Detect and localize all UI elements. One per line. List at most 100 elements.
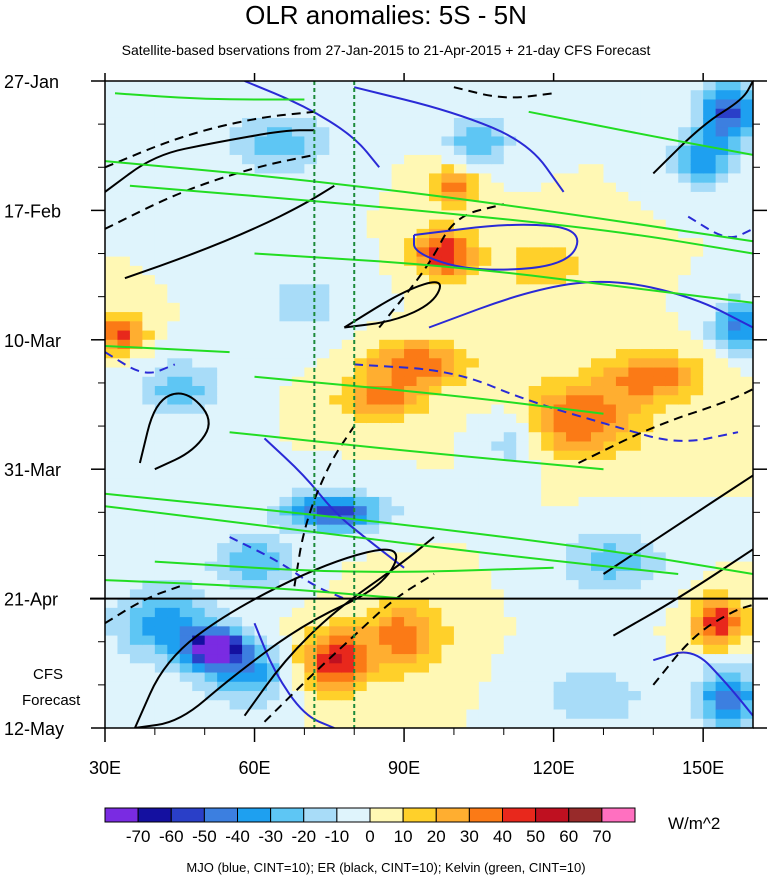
heatmap-cell — [640, 247, 654, 258]
heatmap-cell — [628, 117, 642, 128]
heatmap-cell — [703, 386, 717, 396]
heatmap-cell — [329, 293, 343, 304]
heatmap-cell — [503, 395, 517, 406]
heatmap-cell — [653, 201, 667, 211]
heatmap-cell — [142, 617, 156, 627]
heatmap-cell — [379, 413, 393, 424]
heatmap-cell — [316, 459, 330, 470]
heatmap-cell — [217, 672, 231, 683]
heatmap-cell — [341, 339, 355, 350]
heatmap-cell — [678, 99, 692, 110]
heatmap-cell — [665, 672, 679, 683]
heatmap-cell — [316, 201, 330, 211]
heatmap-cell — [154, 164, 168, 175]
heatmap-cell — [404, 90, 418, 101]
heatmap-cell — [179, 422, 193, 433]
heatmap-cell — [379, 496, 393, 507]
heatmap-cell — [167, 413, 181, 424]
heatmap-cell — [105, 709, 119, 720]
heatmap-cell — [591, 321, 605, 332]
colorbar: -70 -60 -50 -40 -30 -20 -10 0 10 20 30 40 50 60 70 — [104, 807, 636, 846]
heatmap-cell — [242, 136, 256, 147]
heatmap-cell — [553, 330, 567, 341]
heatmap-cell — [516, 663, 530, 674]
colorbar-swatch — [435, 807, 470, 823]
heatmap-cell — [441, 589, 455, 600]
heatmap-cell — [728, 561, 742, 572]
mjo-contour — [687, 215, 753, 239]
heatmap-cell — [105, 173, 119, 184]
heatmap-cell — [591, 404, 605, 415]
heatmap-cell — [179, 533, 193, 544]
heatmap-cell — [229, 469, 243, 480]
heatmap-cell — [703, 691, 717, 701]
heatmap-cell — [653, 432, 667, 443]
heatmap-cell — [279, 580, 293, 590]
heatmap-cell — [503, 635, 517, 646]
heatmap-cell — [379, 173, 393, 184]
heatmap-cell — [591, 459, 605, 470]
heatmap-cell — [267, 136, 281, 147]
heatmap-cell — [117, 247, 131, 258]
heatmap-cell — [491, 672, 505, 683]
heatmap-cell — [291, 145, 305, 156]
heatmap-cell — [142, 339, 156, 350]
heatmap-cell — [304, 487, 318, 498]
heatmap-cell — [154, 386, 168, 396]
heatmap-cell — [254, 432, 268, 443]
heatmap-cell — [578, 404, 592, 415]
heatmap-cell — [578, 275, 592, 285]
heatmap-cell — [566, 127, 580, 138]
heatmap-cell — [366, 238, 380, 248]
heatmap-cell — [441, 552, 455, 563]
heatmap-cell — [703, 358, 717, 369]
heatmap-cell — [192, 210, 206, 221]
heatmap-cell — [628, 81, 642, 91]
heatmap-cell — [615, 136, 629, 147]
heatmap-cell — [341, 533, 355, 544]
heatmap-cell — [528, 321, 542, 332]
heatmap-cell — [715, 238, 729, 248]
heatmap-cell — [217, 663, 231, 674]
heatmap-cell — [553, 561, 567, 572]
heatmap-cell — [142, 718, 156, 728]
heatmap-cell — [690, 275, 704, 285]
heatmap-cell — [167, 524, 181, 535]
heatmap-cell — [192, 90, 206, 101]
heatmap-cell — [304, 219, 318, 230]
heatmap-cell — [329, 108, 343, 119]
heatmap-cell — [304, 441, 318, 452]
heatmap-cell — [466, 552, 480, 563]
heatmap-cell — [665, 339, 679, 350]
heatmap-cell — [242, 441, 256, 452]
heatmap-cell — [129, 450, 143, 461]
heatmap-cell — [379, 635, 393, 646]
heatmap-cell — [728, 432, 742, 443]
heatmap-cell — [441, 312, 455, 322]
heatmap-cell — [341, 635, 355, 646]
heatmap-cell — [154, 173, 168, 184]
heatmap-cell — [429, 265, 443, 276]
heatmap-cell — [354, 302, 368, 313]
heatmap-cell — [728, 598, 742, 609]
heatmap-cell — [703, 515, 717, 526]
heatmap-cell — [591, 691, 605, 701]
heatmap-cell — [516, 598, 530, 609]
heatmap-cell — [229, 210, 243, 221]
heatmap-cell — [354, 90, 368, 101]
heatmap-cell — [478, 210, 492, 221]
heatmap-cell — [715, 81, 729, 91]
heatmap-cell — [715, 182, 729, 193]
heatmap-cell — [615, 450, 629, 461]
heatmap-cell — [105, 422, 119, 433]
heatmap-cell — [528, 570, 542, 581]
heatmap-cell — [640, 469, 654, 480]
heatmap-cell — [404, 515, 418, 526]
heatmap-cell — [715, 413, 729, 424]
heatmap-cell — [491, 580, 505, 590]
heatmap-cell — [640, 228, 654, 239]
heatmap-cell — [291, 589, 305, 600]
heatmap-cell — [154, 191, 168, 202]
heatmap-cell — [105, 487, 119, 498]
heatmap-cell — [715, 164, 729, 175]
